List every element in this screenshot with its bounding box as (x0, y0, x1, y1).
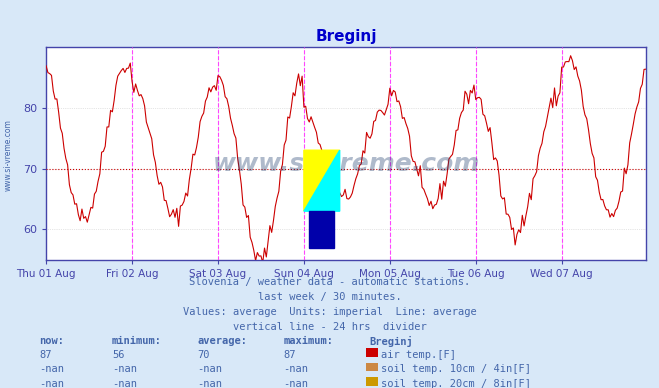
Bar (309, 211, 334, 248)
Polygon shape (304, 150, 339, 211)
Text: Values: average  Units: imperial  Line: average: Values: average Units: imperial Line: av… (183, 307, 476, 317)
Title: Breginj: Breginj (315, 29, 377, 44)
Text: -nan: -nan (198, 364, 223, 374)
Text: -nan: -nan (283, 379, 308, 388)
Text: average:: average: (198, 336, 248, 346)
Text: maximum:: maximum: (283, 336, 333, 346)
Text: 87: 87 (283, 350, 296, 360)
Text: Breginj: Breginj (369, 336, 413, 346)
Text: -nan: -nan (112, 379, 137, 388)
Text: soil temp. 20cm / 8in[F]: soil temp. 20cm / 8in[F] (381, 379, 531, 388)
Text: 56: 56 (112, 350, 125, 360)
Text: 87: 87 (40, 350, 52, 360)
Text: -nan: -nan (112, 364, 137, 374)
Text: soil temp. 10cm / 4in[F]: soil temp. 10cm / 4in[F] (381, 364, 531, 374)
Text: -nan: -nan (198, 379, 223, 388)
Text: www.si-vreme.com: www.si-vreme.com (212, 152, 480, 176)
Text: vertical line - 24 hrs  divider: vertical line - 24 hrs divider (233, 322, 426, 332)
Polygon shape (304, 150, 339, 211)
Text: -nan: -nan (40, 364, 65, 374)
Text: last week / 30 minutes.: last week / 30 minutes. (258, 292, 401, 302)
Text: -nan: -nan (40, 379, 65, 388)
Text: minimum:: minimum: (112, 336, 162, 346)
Text: now:: now: (40, 336, 65, 346)
Text: www.si-vreme.com: www.si-vreme.com (3, 119, 13, 191)
Text: air temp.[F]: air temp.[F] (381, 350, 456, 360)
Text: -nan: -nan (283, 364, 308, 374)
Text: Slovenia / weather data - automatic stations.: Slovenia / weather data - automatic stat… (189, 277, 470, 288)
Text: 70: 70 (198, 350, 210, 360)
